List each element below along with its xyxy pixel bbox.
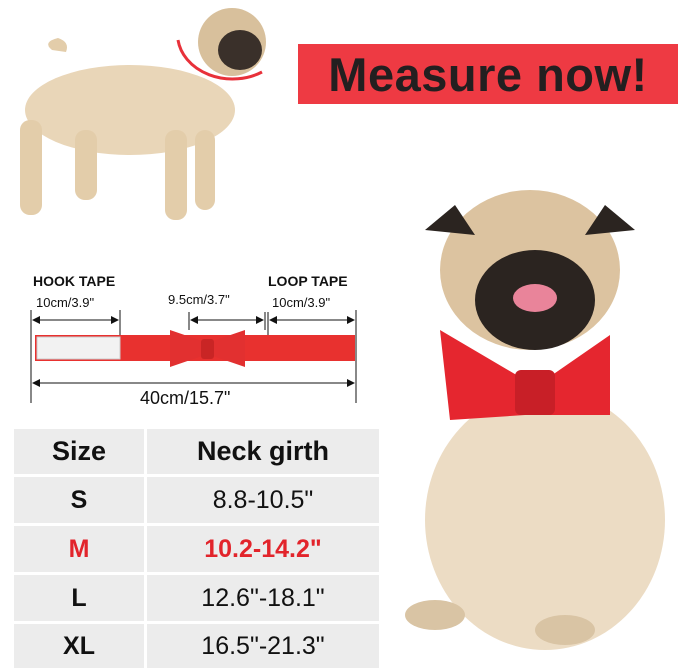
table-row: XL 16.5"-21.3": [14, 624, 379, 668]
total-length: 40cm/15.7": [140, 388, 231, 408]
standing-pug-image: [20, 8, 266, 220]
table-header: Size Neck girth: [14, 429, 379, 474]
measure-arrow-icon: [176, 39, 263, 81]
header-neck-girth: Neck girth: [147, 429, 379, 474]
girth-cell: 12.6"-18.1": [147, 575, 379, 621]
loop-length: 10cm/3.9": [272, 295, 331, 310]
size-cell: XL: [14, 624, 144, 668]
hook-tape-label: HOOK TAPE: [33, 273, 116, 289]
loop-tape-label: LOOP TAPE: [268, 273, 348, 289]
collar-diagram: [30, 310, 357, 403]
size-table: Size Neck girth S 8.8-10.5" M 10.2-14.2"…: [14, 429, 379, 669]
table-row-highlighted: M 10.2-14.2": [14, 526, 379, 572]
girth-cell: 8.8-10.5": [147, 477, 379, 523]
girth-cell: 16.5"-21.3": [147, 624, 379, 668]
sitting-pug-image: [405, 190, 665, 650]
hook-length: 10cm/3.9": [36, 295, 95, 310]
bow-width: 9.5cm/3.7": [168, 292, 230, 307]
measure-now-banner: Measure now!: [298, 44, 678, 104]
size-cell: L: [14, 575, 144, 621]
banner-text: Measure now!: [328, 47, 648, 101]
size-cell: M: [14, 526, 144, 572]
size-cell: S: [14, 477, 144, 523]
table-row: L 12.6"-18.1": [14, 575, 379, 621]
header-size: Size: [14, 429, 144, 474]
table-row: S 8.8-10.5": [14, 477, 379, 523]
girth-cell: 10.2-14.2": [147, 526, 379, 572]
